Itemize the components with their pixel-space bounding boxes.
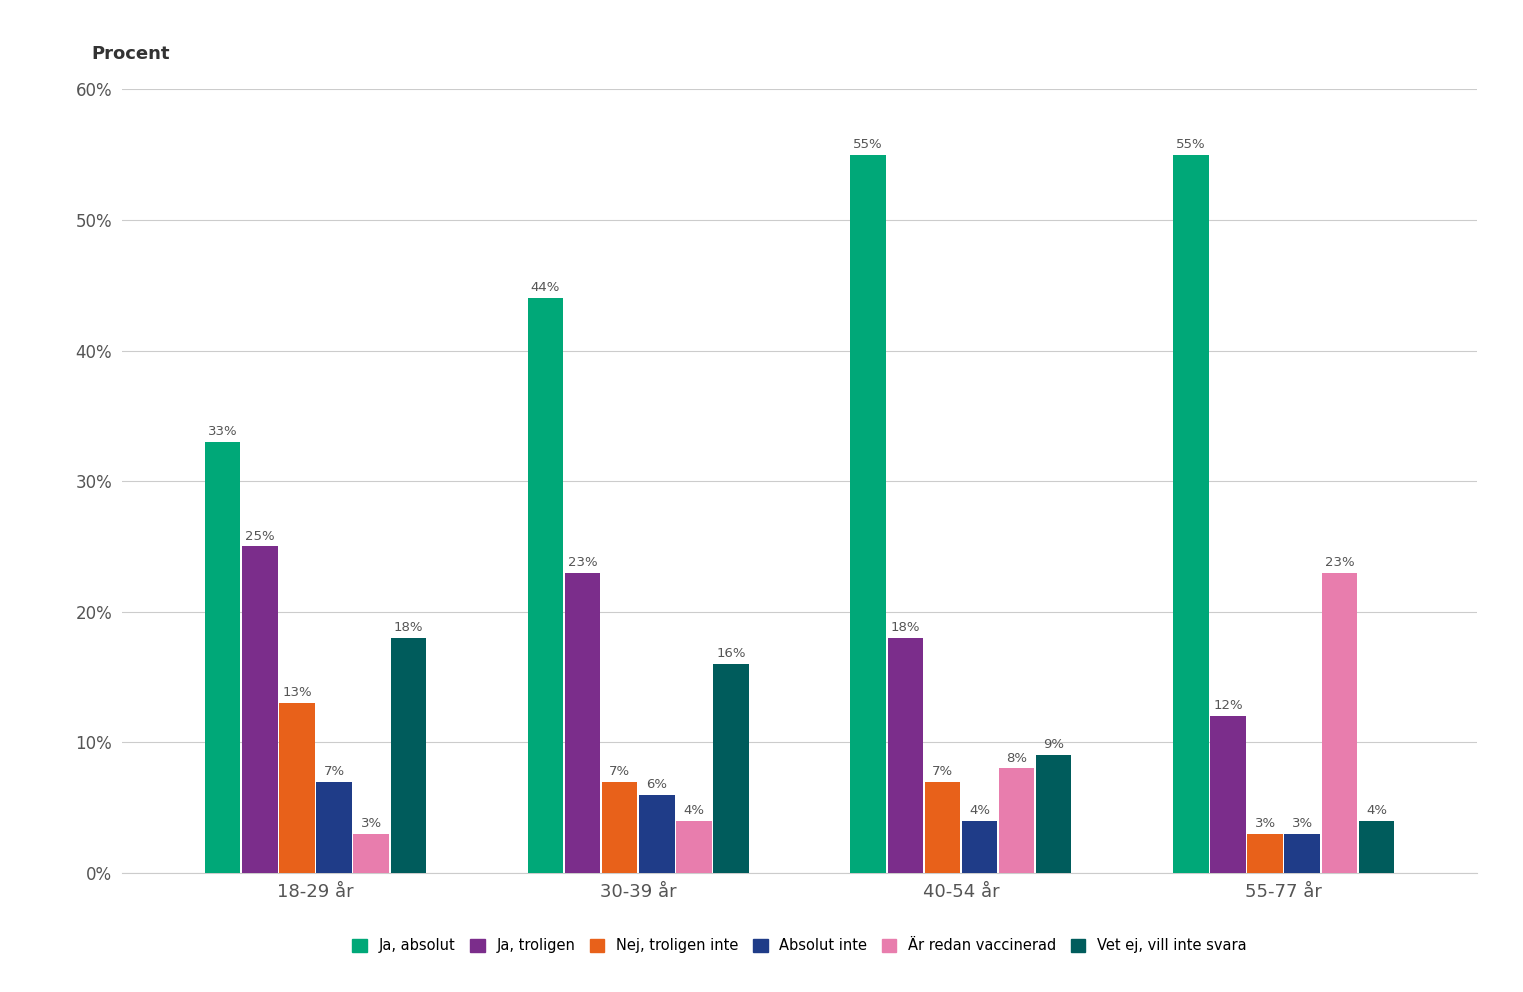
- Text: 23%: 23%: [568, 556, 597, 568]
- Bar: [924, 782, 959, 873]
- Text: 6%: 6%: [646, 778, 667, 791]
- Text: 4%: 4%: [1366, 804, 1387, 816]
- Bar: [527, 299, 564, 873]
- Bar: [1322, 572, 1357, 873]
- Bar: [317, 782, 352, 873]
- Text: Procent: Procent: [91, 45, 171, 62]
- Bar: [713, 664, 749, 873]
- Bar: [353, 833, 388, 873]
- Text: 55%: 55%: [1176, 138, 1206, 151]
- Text: 7%: 7%: [932, 765, 953, 778]
- Text: 33%: 33%: [207, 425, 238, 438]
- Text: 23%: 23%: [1325, 556, 1354, 568]
- Bar: [1247, 833, 1282, 873]
- Bar: [676, 820, 711, 873]
- Bar: [1359, 820, 1394, 873]
- Bar: [961, 820, 998, 873]
- Bar: [850, 155, 886, 873]
- Bar: [1284, 833, 1320, 873]
- Text: 16%: 16%: [716, 647, 746, 660]
- Text: 4%: 4%: [969, 804, 990, 816]
- Text: 55%: 55%: [853, 138, 883, 151]
- Text: 12%: 12%: [1214, 699, 1243, 712]
- Bar: [242, 547, 277, 873]
- Bar: [1036, 756, 1072, 873]
- Bar: [565, 572, 600, 873]
- Text: 3%: 3%: [1292, 816, 1313, 830]
- Text: 18%: 18%: [393, 621, 423, 634]
- Bar: [279, 703, 315, 873]
- Text: 9%: 9%: [1043, 738, 1065, 752]
- Bar: [602, 782, 638, 873]
- Text: 8%: 8%: [1007, 752, 1027, 765]
- Text: 7%: 7%: [323, 765, 344, 778]
- Text: 18%: 18%: [891, 621, 920, 634]
- Text: 13%: 13%: [282, 686, 312, 699]
- Bar: [390, 638, 426, 873]
- Bar: [1173, 155, 1209, 873]
- Bar: [206, 442, 241, 873]
- Text: 25%: 25%: [245, 530, 274, 543]
- Bar: [888, 638, 923, 873]
- Text: 7%: 7%: [609, 765, 631, 778]
- Legend: Ja, absolut, Ja, troligen, Nej, troligen inte, Absolut inte, Är redan vaccinerad: Ja, absolut, Ja, troligen, Nej, troligen…: [347, 932, 1252, 959]
- Bar: [640, 795, 675, 873]
- Bar: [999, 769, 1034, 873]
- Bar: [1211, 716, 1246, 873]
- Text: 3%: 3%: [361, 816, 382, 830]
- Text: 3%: 3%: [1255, 816, 1276, 830]
- Text: 4%: 4%: [684, 804, 704, 816]
- Text: 44%: 44%: [530, 282, 560, 295]
